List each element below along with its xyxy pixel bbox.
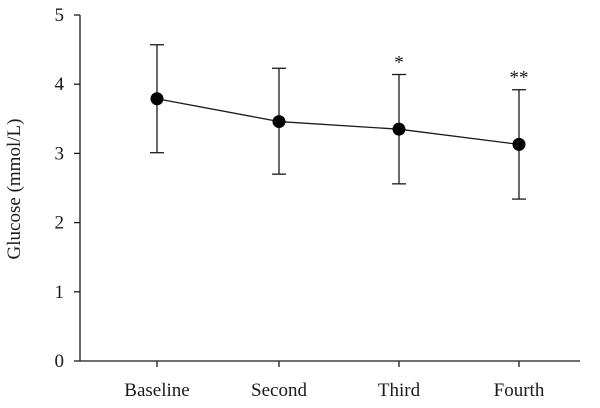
x-tick-label: Second (251, 380, 307, 401)
y-tick-label: 3 (55, 143, 65, 164)
x-tick-label: Baseline (124, 380, 189, 401)
y-axis-label: Glucose (mmol/L) (4, 119, 25, 260)
series-line (156, 98, 520, 146)
data-point (392, 122, 406, 136)
y-tick-label: 5 (55, 5, 65, 26)
y-tick-label: 0 (55, 351, 65, 372)
data-point (150, 92, 164, 106)
data-point (512, 137, 526, 151)
y-tick-label: 4 (55, 74, 65, 95)
significance-marker: * (394, 53, 404, 74)
x-tick-label: Third (378, 380, 421, 401)
y-tick-label: 1 (55, 282, 65, 303)
significance-marker: ** (510, 68, 529, 89)
y-tick-label: 2 (55, 213, 65, 234)
data-point (272, 115, 286, 129)
x-tick-label: Fourth (494, 380, 545, 401)
